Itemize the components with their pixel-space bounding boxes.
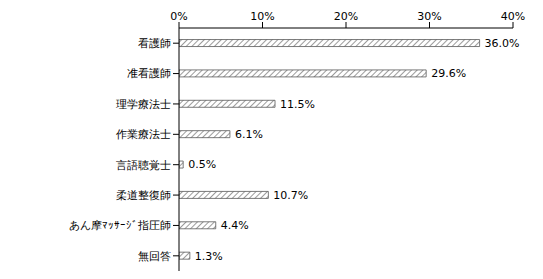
svg-text:柔道整復師: 柔道整復師 <box>116 189 171 202</box>
svg-text:0%: 0% <box>170 10 187 23</box>
svg-text:4.4%: 4.4% <box>221 219 249 232</box>
svg-text:36.0%: 36.0% <box>485 37 520 50</box>
svg-text:無回答: 無回答 <box>138 250 171 263</box>
svg-text:10%: 10% <box>250 10 274 23</box>
svg-text:10.7%: 10.7% <box>273 189 308 202</box>
svg-text:理学療法士: 理学療法士 <box>116 98 171 111</box>
svg-text:40%: 40% <box>501 10 525 23</box>
svg-text:30%: 30% <box>417 10 441 23</box>
svg-text:看護師: 看護師 <box>138 37 171 50</box>
svg-text:20%: 20% <box>334 10 358 23</box>
svg-text:0.5%: 0.5% <box>188 158 216 171</box>
svg-text:言語聴覚士: 言語聴覚士 <box>116 159 171 172</box>
svg-text:1.3%: 1.3% <box>195 250 223 263</box>
svg-text:6.1%: 6.1% <box>235 128 263 141</box>
svg-text:11.5%: 11.5% <box>280 98 315 111</box>
svg-text:准看護師: 准看護師 <box>127 67 171 80</box>
svg-text:作業療法士: 作業療法士 <box>115 128 171 141</box>
svg-text:あん摩ﾏｯｻｰｼﾞ指圧師: あん摩ﾏｯｻｰｼﾞ指圧師 <box>69 219 171 232</box>
svg-text:29.6%: 29.6% <box>431 67 466 80</box>
